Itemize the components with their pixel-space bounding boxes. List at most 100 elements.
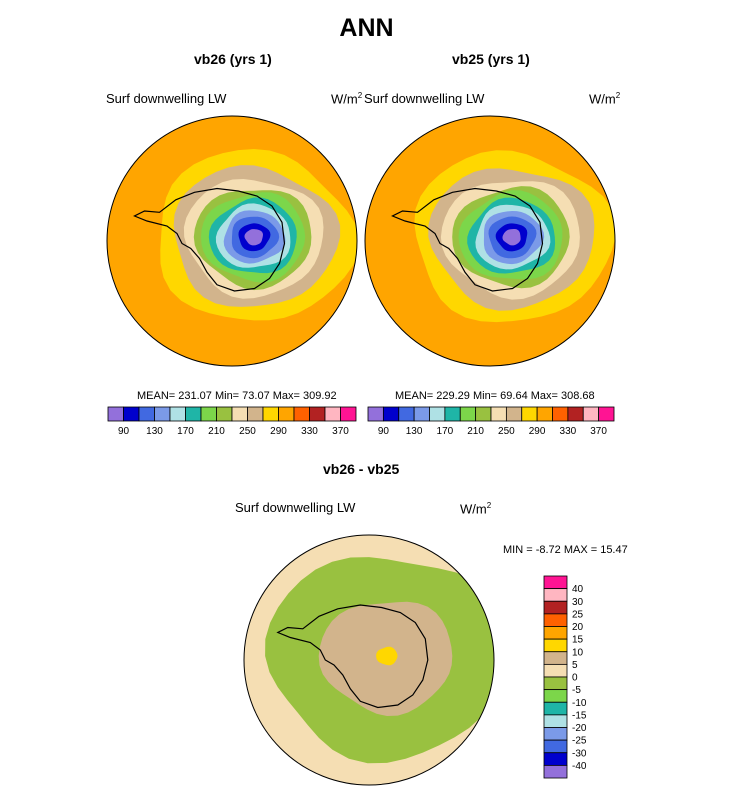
cbar-2-swatch-4 (429, 406, 446, 422)
cbar-1-tick-label-7: 370 (332, 426, 349, 437)
figure-title: ANN (339, 14, 394, 42)
cbar-3-tick-label-4: 15 (572, 635, 584, 646)
cbar-2-swatch-14 (582, 406, 600, 422)
map-1-coastline (133, 187, 286, 292)
cbar-1-swatch-6 (200, 406, 217, 422)
cbar-3-swatch-12 (543, 727, 568, 741)
cbar-3-tick-label-2: 25 (572, 609, 584, 620)
map-2-field-zone-11 (502, 229, 521, 246)
cbar-2-swatch-10 (521, 406, 538, 422)
cbar-3-swatch-8 (543, 676, 568, 691)
cbar-2-swatch-13 (567, 406, 584, 422)
cbar-2-swatch-12 (552, 406, 569, 422)
cbar-1-tick-label-2: 170 (177, 426, 194, 437)
cbar-3-tick-label-8: -5 (572, 685, 581, 696)
cbar-1-swatch-12 (293, 406, 310, 422)
cbar-2-tick-label-0: 90 (378, 426, 390, 437)
cbar-3-swatch-6 (543, 651, 568, 665)
cbar-1-swatch-0 (107, 406, 124, 422)
cbar-1-swatch-7 (216, 406, 233, 422)
cbar-1-swatch-14 (324, 406, 341, 422)
cbar-2-swatch-9 (505, 406, 523, 422)
panel-1-title: vb26 (yrs 1) (194, 51, 272, 67)
map-panel-2 (364, 115, 616, 367)
cbar-3-swatch-13 (543, 739, 568, 754)
cbar-3-swatch-9 (543, 689, 568, 703)
panel-1-units: W/m2 (331, 91, 363, 107)
cbar-1-swatch-3 (154, 406, 171, 422)
cbar-3-tick-label-13: -30 (572, 748, 587, 759)
cbar-3-swatch-1 (543, 588, 568, 602)
panel-2-stats: MEAN= 229.29 Min= 69.64 Max= 308.68 (395, 390, 595, 402)
cbar-2-swatch-1 (382, 406, 400, 422)
panel-3-units: W/m2 (460, 501, 492, 517)
cbar-3-tick-label-7: 0 (572, 673, 578, 684)
cbar-1-tick-label-3: 210 (208, 426, 225, 437)
cbar-3-tick-label-12: -25 (572, 736, 587, 747)
cbar-2-swatch-11 (536, 406, 553, 422)
panel-2-title: vb25 (yrs 1) (452, 51, 530, 67)
cbar-1-swatch-11 (278, 406, 295, 422)
cbar-2-tick-label-2: 170 (437, 426, 454, 437)
cbar-2-swatch-7 (475, 406, 492, 422)
cbar-2-tick-label-1: 130 (406, 426, 423, 437)
cbar-1-tick-label-4: 250 (239, 426, 256, 437)
cbar-2-swatch-0 (367, 406, 384, 422)
cbar-1-swatch-2 (138, 406, 155, 422)
cbar-1-swatch-10 (262, 406, 279, 422)
cbar-1-swatch-4 (169, 406, 186, 422)
map-3-boundary (243, 534, 495, 786)
cbar-2-tick-label-4: 250 (498, 426, 515, 437)
map-1-field-zone-11 (244, 229, 263, 246)
cbar-1-swatch-13 (309, 406, 326, 422)
cbar-2-swatch-5 (444, 406, 461, 422)
cbar-1-tick-label-1: 130 (146, 426, 163, 437)
colorbar-panel-1: 90 130 170 210 250 290 330 370 (107, 406, 357, 437)
cbar-3-swatch-7 (543, 663, 568, 678)
cbar-3-swatch-2 (543, 600, 568, 615)
cbar-2-tick-label-5: 290 (529, 426, 546, 437)
cbar-3-swatch-0 (543, 575, 568, 590)
map-panel-3 (243, 534, 495, 786)
cbar-2-swatch-2 (398, 406, 415, 422)
cbar-3-swatch-10 (543, 701, 568, 716)
cbar-2-swatch-6 (459, 406, 477, 422)
map-1-boundary (106, 115, 358, 367)
map-2-boundary (364, 115, 616, 367)
panel-1-stats: MEAN= 231.07 Min= 73.07 Max= 309.92 (137, 390, 337, 402)
cbar-3-tick-label-9: -10 (572, 698, 587, 709)
panel-3-title: vb26 - vb25 (323, 461, 400, 477)
map-2-coastline (391, 187, 544, 292)
cbar-3-swatch-5 (543, 638, 568, 653)
map-panel-1 (106, 115, 358, 367)
cbar-3-tick-label-11: -20 (572, 723, 587, 734)
cbar-2-tick-label-6: 330 (560, 426, 577, 437)
cbar-3-tick-label-3: 20 (572, 622, 584, 633)
cbar-3-swatch-3 (543, 613, 568, 627)
cbar-1-swatch-9 (247, 406, 264, 422)
cbar-2-swatch-8 (490, 406, 507, 422)
cbar-3-swatch-11 (543, 714, 568, 728)
cbar-1-tick-label-0: 90 (118, 426, 130, 437)
panel-2-variable-label: Surf downwelling LW (364, 91, 485, 106)
cbar-1-tick-label-6: 330 (301, 426, 318, 437)
cbar-3-tick-label-14: -40 (572, 761, 587, 772)
colorbar-panel-2: 90 130 170 210 250 290 330 370 (367, 406, 615, 437)
cbar-1-swatch-1 (123, 406, 140, 422)
cbar-2-swatch-3 (413, 406, 430, 422)
cbar-3-tick-label-6: 5 (572, 660, 578, 671)
cbar-3-swatch-4 (543, 626, 568, 640)
cbar-3-tick-label-10: -15 (572, 710, 587, 721)
cbar-1-swatch-8 (231, 406, 248, 422)
cbar-1-swatch-5 (185, 406, 202, 422)
map-3-coastline (276, 604, 429, 709)
cbar-3-swatch-15 (543, 764, 568, 779)
cbar-2-tick-label-7: 370 (590, 426, 607, 437)
cbar-3-tick-label-1: 30 (572, 597, 584, 608)
panel-1-variable-label: Surf downwelling LW (106, 91, 227, 106)
cbar-2-swatch-15 (598, 406, 615, 422)
panel-3-variable-label: Surf downwelling LW (235, 500, 356, 515)
cbar-1-swatch-15 (340, 406, 357, 422)
